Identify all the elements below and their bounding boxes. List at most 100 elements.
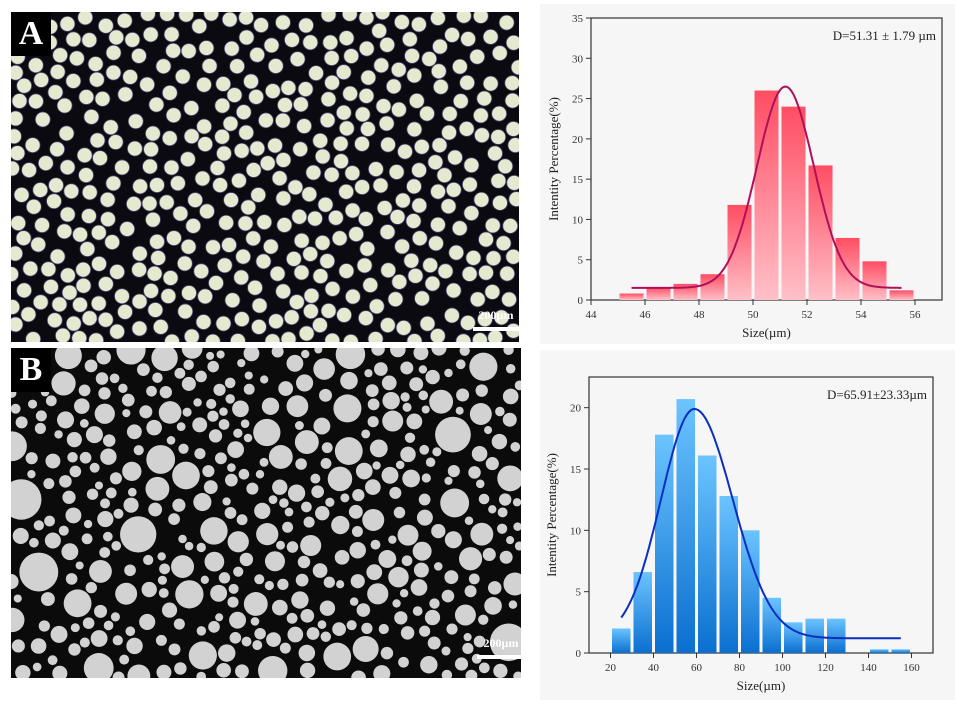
microsphere (380, 646, 394, 660)
microsphere (264, 580, 274, 591)
microsphere (249, 140, 266, 157)
microsphere (482, 28, 499, 45)
microsphere (16, 282, 33, 299)
microsphere (240, 199, 257, 216)
microsphere (502, 412, 517, 427)
microsphere (264, 551, 285, 572)
microsphere (451, 220, 468, 237)
microsphere (255, 253, 272, 270)
microsphere (499, 550, 513, 564)
microsphere (372, 177, 389, 194)
microsphere (469, 403, 492, 425)
microsphere (310, 473, 321, 484)
microsphere (364, 369, 373, 378)
microsphere (430, 216, 446, 233)
microsphere (460, 31, 477, 47)
microsphere (464, 585, 477, 598)
microsphere (127, 664, 151, 678)
microsphere (400, 361, 414, 375)
x-tick-label: 52 (802, 309, 813, 321)
y-tick-label: 20 (570, 403, 582, 415)
microsphere (89, 462, 100, 473)
microsphere (34, 217, 50, 234)
microsphere (127, 113, 144, 130)
microsphere (38, 620, 50, 632)
microsphere (362, 277, 379, 293)
microsphere (47, 655, 58, 666)
microsphere (259, 155, 276, 172)
microsphere (302, 246, 319, 262)
microsphere (361, 622, 373, 634)
microsphere (152, 319, 169, 335)
microsphere (381, 375, 397, 391)
microsphere (77, 12, 94, 26)
microsphere (104, 234, 121, 250)
microsphere (123, 497, 139, 513)
x-tick-label: 40 (648, 662, 660, 674)
microsphere (280, 79, 297, 96)
microsphere (182, 407, 192, 417)
microsphere (109, 472, 122, 485)
microsphere (382, 410, 404, 432)
microsphere (142, 26, 159, 43)
microsphere (15, 416, 28, 429)
microsphere (306, 627, 320, 640)
microsphere (323, 50, 340, 66)
microsphere (472, 107, 489, 124)
microsphere (297, 81, 314, 98)
microsphere (180, 43, 197, 59)
microsphere (235, 664, 249, 678)
microsphere (478, 264, 494, 281)
microsphere (159, 12, 176, 22)
histogram-bar (698, 455, 717, 653)
microsphere (91, 255, 107, 272)
microsphere (402, 402, 412, 412)
histogram-bar (700, 274, 725, 300)
microsphere (58, 125, 75, 142)
microsphere (357, 310, 374, 327)
histogram-bar (719, 495, 738, 653)
microsphere (83, 653, 114, 678)
microsphere (125, 195, 142, 212)
microsphere (432, 78, 449, 95)
microsphere (456, 388, 470, 402)
microsphere (444, 307, 460, 324)
microsphere (514, 541, 521, 551)
microsphere (214, 97, 231, 114)
microsphere (468, 573, 480, 585)
microsphere (206, 351, 215, 360)
microsphere (118, 383, 128, 394)
microsphere (277, 97, 293, 113)
microsphere (332, 135, 349, 152)
microsphere (181, 348, 203, 359)
microsphere (145, 476, 170, 501)
microsphere (207, 410, 219, 422)
microsphere (485, 250, 502, 267)
microsphere (90, 295, 107, 312)
microsphere (43, 278, 59, 295)
microsphere (97, 276, 114, 292)
microsphere (30, 638, 47, 654)
microsphere (485, 457, 499, 471)
microsphere (217, 644, 236, 662)
microsphere (107, 134, 124, 150)
microsphere (338, 183, 355, 200)
microsphere (85, 581, 97, 594)
microsphere (348, 504, 363, 519)
x-tick-label: 20 (605, 662, 617, 674)
microsphere (95, 372, 109, 385)
microsphere (103, 434, 116, 447)
microsphere (194, 448, 206, 460)
microsphere (441, 105, 458, 122)
microsphere (250, 187, 267, 203)
microsphere (141, 581, 157, 598)
microsphere (87, 56, 104, 72)
x-tick-label: 60 (691, 662, 703, 674)
microsphere (388, 164, 405, 180)
microsphere (59, 475, 72, 488)
microsphere (65, 73, 82, 89)
microsphere (427, 154, 444, 171)
histogram-bar (781, 106, 806, 300)
microsphere (476, 90, 493, 107)
microsphere (435, 416, 471, 453)
